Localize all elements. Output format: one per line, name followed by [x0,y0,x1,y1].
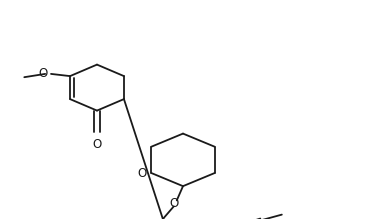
Text: O: O [39,67,48,80]
Text: O: O [138,166,147,180]
Text: O: O [169,197,179,210]
Text: O: O [92,138,102,151]
